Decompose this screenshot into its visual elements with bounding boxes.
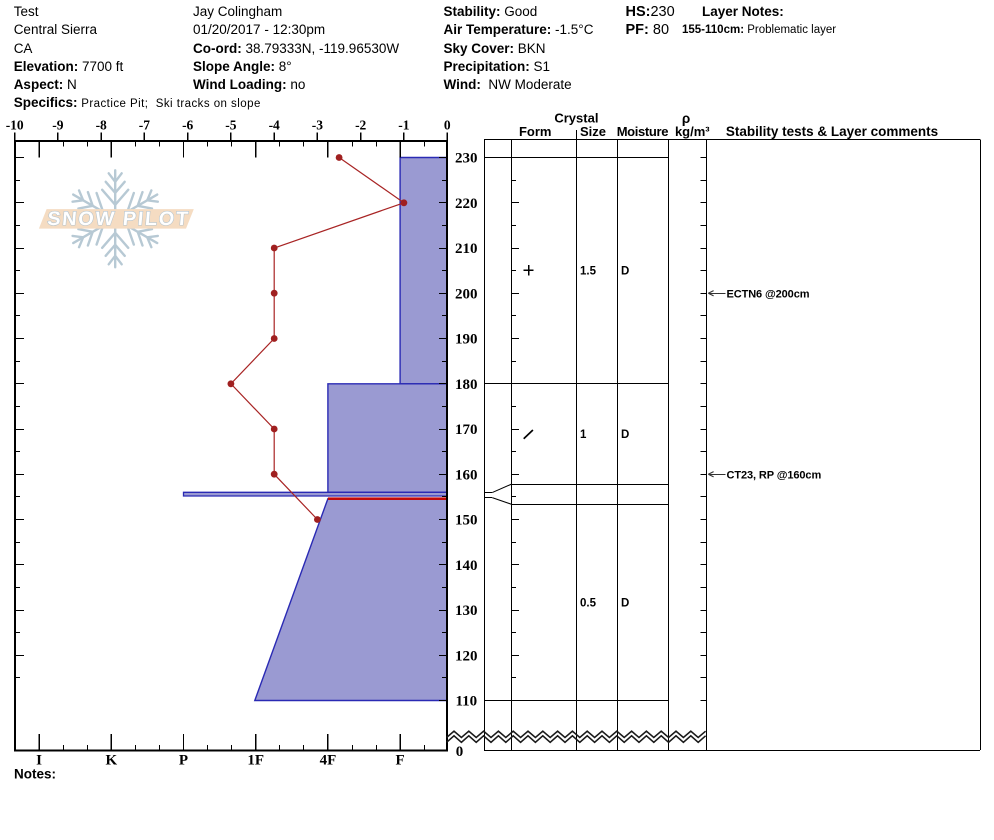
svg-text:110: 110 [455, 694, 477, 710]
svg-text:130: 130 [455, 603, 478, 619]
svg-text:230: 230 [455, 151, 478, 167]
svg-text:-2: -2 [355, 118, 366, 133]
svg-text:120: 120 [455, 649, 478, 665]
svg-text:-5: -5 [225, 118, 236, 133]
svg-text:ρ: ρ [682, 111, 690, 126]
svg-text:Moisture: Moisture [617, 124, 668, 139]
svg-text:kg/m³: kg/m³ [675, 124, 710, 139]
svg-text:0: 0 [444, 118, 451, 133]
svg-text:D: D [621, 598, 629, 610]
svg-text:K: K [105, 753, 117, 769]
svg-text:4F: 4F [320, 753, 337, 769]
svg-text:P: P [179, 753, 188, 769]
svg-text:-1: -1 [398, 118, 409, 133]
svg-text:CT23, RP @160cm: CT23, RP @160cm [727, 470, 822, 482]
svg-text:190: 190 [455, 332, 478, 348]
svg-text:-9: -9 [52, 118, 63, 133]
svg-text:170: 170 [455, 422, 478, 438]
svg-text:Form: Form [519, 124, 552, 139]
svg-text:Stability tests & Layer commen: Stability tests & Layer comments [726, 124, 938, 139]
svg-text:D: D [621, 429, 629, 441]
svg-text:0: 0 [456, 744, 464, 760]
svg-text:200: 200 [455, 286, 478, 302]
svg-text:1: 1 [580, 429, 587, 441]
svg-text:Notes:: Notes: [14, 767, 56, 782]
svg-text:210: 210 [455, 241, 478, 257]
svg-text:160: 160 [455, 467, 478, 483]
svg-text:-8: -8 [96, 118, 107, 133]
svg-text:-6: -6 [182, 118, 193, 133]
svg-text:180: 180 [455, 377, 478, 393]
svg-text:-4: -4 [269, 118, 280, 133]
svg-text:1F: 1F [247, 753, 264, 769]
svg-text:D: D [621, 266, 629, 278]
svg-text:-7: -7 [139, 118, 150, 133]
svg-text:Size: Size [580, 124, 606, 139]
svg-text:ECTN6 @200cm: ECTN6 @200cm [727, 289, 810, 301]
svg-text:-3: -3 [312, 118, 323, 133]
svg-text:0.5: 0.5 [580, 598, 597, 610]
svg-text:Crystal: Crystal [554, 110, 598, 125]
svg-text:SNOW PILOT: SNOW PILOT [46, 208, 190, 230]
svg-text:150: 150 [455, 513, 478, 529]
svg-text:I: I [36, 753, 42, 769]
svg-text:-10: -10 [6, 118, 24, 133]
svg-text:140: 140 [455, 558, 478, 574]
svg-text:220: 220 [455, 196, 478, 212]
svg-text:1.5: 1.5 [580, 266, 597, 278]
svg-text:F: F [396, 753, 405, 769]
